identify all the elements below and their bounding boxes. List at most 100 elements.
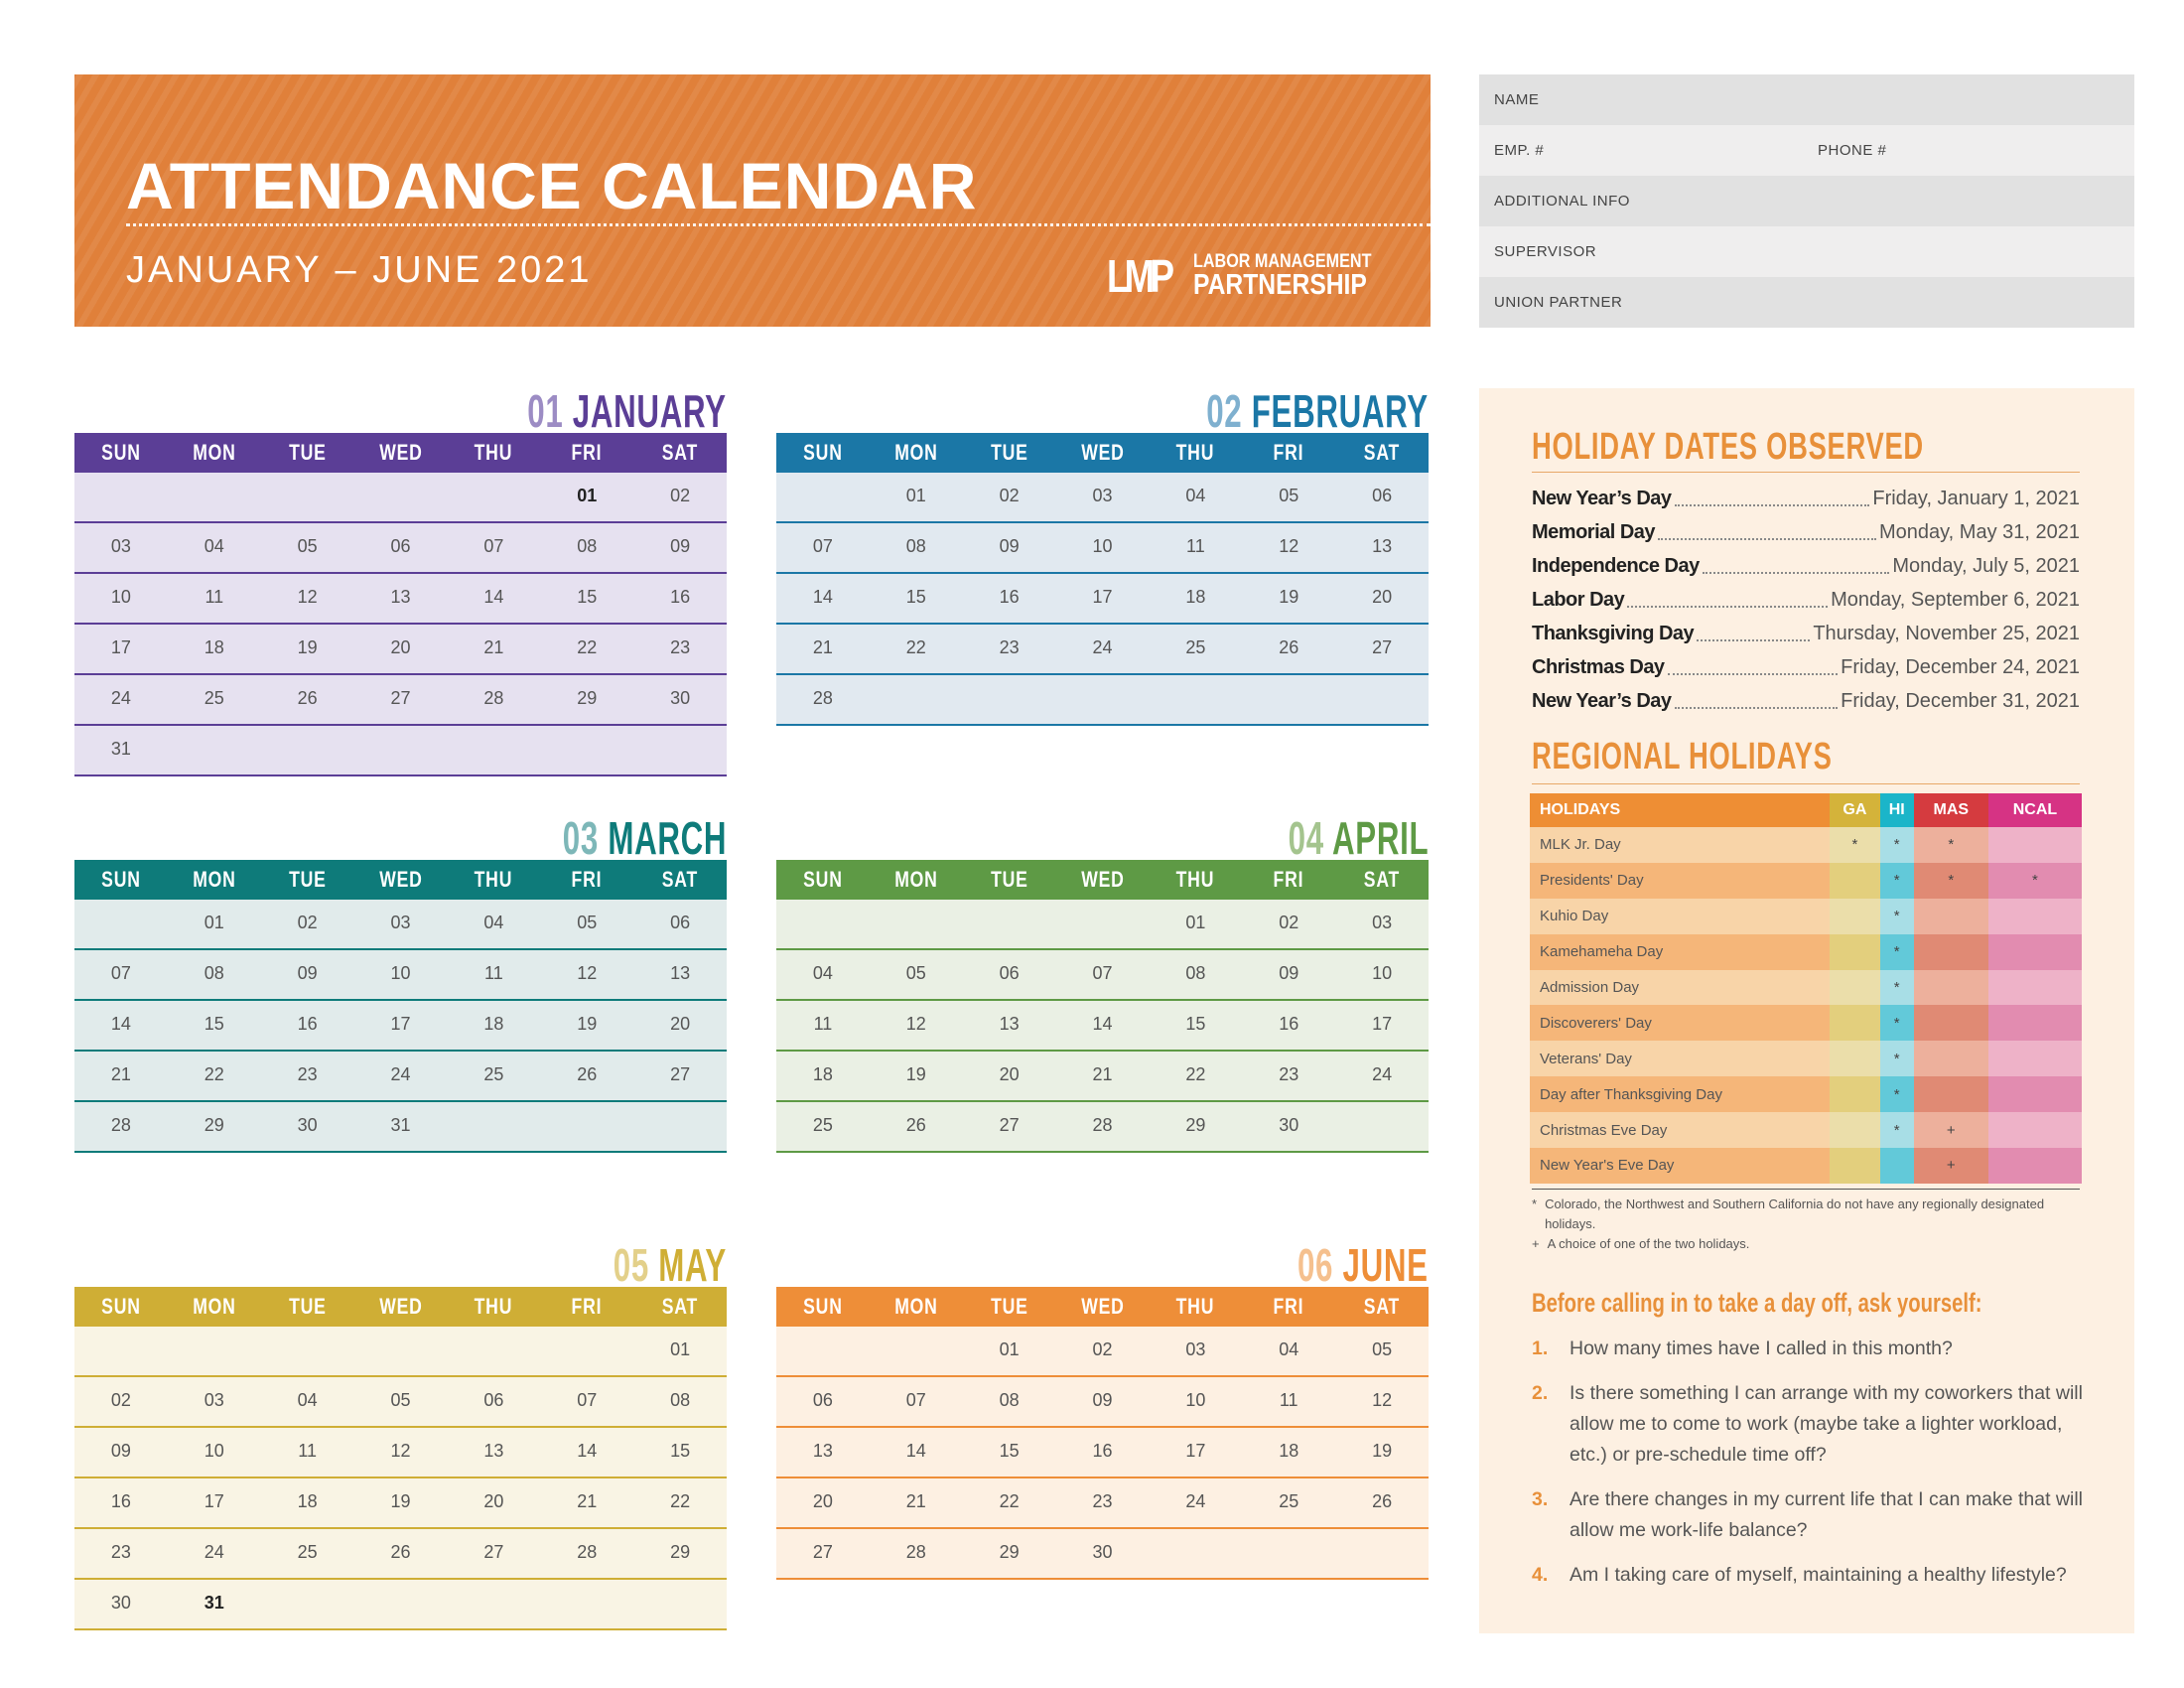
day-cell[interactable]: 15 xyxy=(1185,1014,1206,1034)
day-cell[interactable]: 29 xyxy=(670,1542,691,1562)
day-cell[interactable]: 30 xyxy=(297,1115,318,1135)
day-cell[interactable]: 25 xyxy=(297,1542,318,1562)
day-cell[interactable]: 15 xyxy=(999,1441,1020,1461)
day-cell[interactable]: 08 xyxy=(204,963,224,983)
day-cell[interactable]: 02 xyxy=(670,486,691,505)
day-cell[interactable]: 07 xyxy=(812,536,833,556)
day-cell[interactable]: 27 xyxy=(483,1542,504,1562)
day-cell[interactable]: 01 xyxy=(670,1339,691,1359)
additional-info-field[interactable]: ADDITIONAL INFO xyxy=(1479,176,2134,226)
day-cell[interactable]: 25 xyxy=(1279,1491,1299,1511)
name-field[interactable]: NAME xyxy=(1479,74,2134,125)
day-cell[interactable]: 30 xyxy=(670,688,691,708)
day-cell[interactable]: 02 xyxy=(1092,1339,1113,1359)
day-cell[interactable]: 17 xyxy=(204,1491,224,1511)
day-cell[interactable]: 03 xyxy=(204,1390,224,1410)
day-cell[interactable]: 18 xyxy=(1279,1441,1299,1461)
day-cell[interactable]: 23 xyxy=(1279,1064,1299,1084)
day-cell[interactable]: 17 xyxy=(110,637,131,657)
day-cell[interactable]: 02 xyxy=(297,913,318,932)
day-cell[interactable]: 12 xyxy=(390,1441,411,1461)
day-cell[interactable]: 25 xyxy=(812,1115,833,1135)
day-cell[interactable]: 28 xyxy=(110,1115,131,1135)
day-cell[interactable]: 28 xyxy=(905,1542,926,1562)
day-cell[interactable]: 12 xyxy=(1279,536,1299,556)
day-cell[interactable]: 23 xyxy=(110,1542,131,1562)
day-cell[interactable]: 15 xyxy=(905,587,926,607)
day-cell[interactable]: 06 xyxy=(390,536,411,556)
day-cell[interactable]: 12 xyxy=(577,963,598,983)
day-cell[interactable]: 07 xyxy=(905,1390,926,1410)
day-cell[interactable]: 12 xyxy=(1372,1390,1393,1410)
day-cell[interactable]: 26 xyxy=(1372,1491,1393,1511)
day-cell[interactable]: 03 xyxy=(110,536,131,556)
day-cell[interactable]: 03 xyxy=(1372,913,1393,932)
day-cell[interactable]: 05 xyxy=(297,536,318,556)
day-cell[interactable]: 14 xyxy=(1092,1014,1113,1034)
day-cell[interactable]: 28 xyxy=(577,1542,598,1562)
day-cell[interactable]: 10 xyxy=(204,1441,224,1461)
day-cell[interactable]: 05 xyxy=(1279,486,1299,505)
day-cell[interactable]: 03 xyxy=(1185,1339,1206,1359)
day-cell[interactable]: 22 xyxy=(577,637,598,657)
day-cell[interactable]: 29 xyxy=(204,1115,224,1135)
day-cell[interactable]: 10 xyxy=(1185,1390,1206,1410)
day-cell[interactable]: 26 xyxy=(577,1064,598,1084)
day-cell[interactable]: 19 xyxy=(577,1014,598,1034)
day-cell[interactable]: 11 xyxy=(484,963,503,983)
day-cell[interactable]: 20 xyxy=(483,1491,504,1511)
day-cell[interactable]: 26 xyxy=(1279,637,1299,657)
day-cell[interactable]: 07 xyxy=(483,536,504,556)
day-cell[interactable]: 20 xyxy=(670,1014,691,1034)
day-cell[interactable]: 09 xyxy=(297,963,318,983)
day-cell[interactable]: 14 xyxy=(577,1441,598,1461)
day-cell[interactable]: 28 xyxy=(812,688,833,708)
day-cell[interactable]: 15 xyxy=(577,587,598,607)
day-cell[interactable]: 06 xyxy=(483,1390,504,1410)
day-cell[interactable]: 08 xyxy=(905,536,926,556)
day-cell[interactable]: 25 xyxy=(204,688,224,708)
day-cell[interactable]: 22 xyxy=(670,1491,691,1511)
day-cell[interactable]: 16 xyxy=(1092,1441,1113,1461)
day-cell[interactable]: 03 xyxy=(1092,486,1113,505)
day-cell[interactable]: 19 xyxy=(297,637,318,657)
day-cell[interactable]: 11 xyxy=(813,1014,833,1034)
day-cell[interactable]: 19 xyxy=(1279,587,1299,607)
day-cell[interactable]: 21 xyxy=(110,1064,131,1084)
day-cell[interactable]: 06 xyxy=(999,963,1020,983)
day-cell[interactable]: 16 xyxy=(1279,1014,1299,1034)
day-cell[interactable]: 18 xyxy=(204,637,224,657)
day-cell[interactable]: 14 xyxy=(483,587,504,607)
day-cell[interactable]: 17 xyxy=(390,1014,411,1034)
day-cell[interactable]: 02 xyxy=(110,1390,131,1410)
day-cell[interactable]: 16 xyxy=(670,587,691,607)
day-cell[interactable]: 07 xyxy=(577,1390,598,1410)
day-cell[interactable]: 23 xyxy=(297,1064,318,1084)
supervisor-field[interactable]: SUPERVISOR xyxy=(1479,226,2134,277)
day-cell[interactable]: 21 xyxy=(905,1491,926,1511)
day-cell[interactable]: 25 xyxy=(1185,637,1206,657)
day-cell[interactable]: 04 xyxy=(204,536,224,556)
day-cell[interactable]: 21 xyxy=(1092,1064,1113,1084)
day-cell[interactable]: 31 xyxy=(204,1593,224,1613)
day-cell[interactable]: 16 xyxy=(110,1491,131,1511)
day-cell[interactable]: 09 xyxy=(999,536,1020,556)
day-cell[interactable]: 09 xyxy=(110,1441,131,1461)
day-cell[interactable]: 13 xyxy=(483,1441,504,1461)
day-cell[interactable]: 08 xyxy=(577,536,598,556)
day-cell[interactable]: 29 xyxy=(1185,1115,1206,1135)
day-cell[interactable]: 24 xyxy=(1185,1491,1206,1511)
day-cell[interactable]: 11 xyxy=(298,1441,317,1461)
day-cell[interactable]: 20 xyxy=(1372,587,1393,607)
day-cell[interactable]: 20 xyxy=(390,637,411,657)
day-cell[interactable]: 11 xyxy=(1186,536,1205,556)
day-cell[interactable]: 01 xyxy=(577,486,598,505)
day-cell[interactable]: 05 xyxy=(390,1390,411,1410)
day-cell[interactable]: 01 xyxy=(999,1339,1020,1359)
day-cell[interactable]: 07 xyxy=(1092,963,1113,983)
day-cell[interactable]: 13 xyxy=(390,587,411,607)
day-cell[interactable]: 13 xyxy=(1372,536,1393,556)
day-cell[interactable]: 04 xyxy=(483,913,504,932)
day-cell[interactable]: 28 xyxy=(1092,1115,1113,1135)
day-cell[interactable]: 06 xyxy=(670,913,691,932)
